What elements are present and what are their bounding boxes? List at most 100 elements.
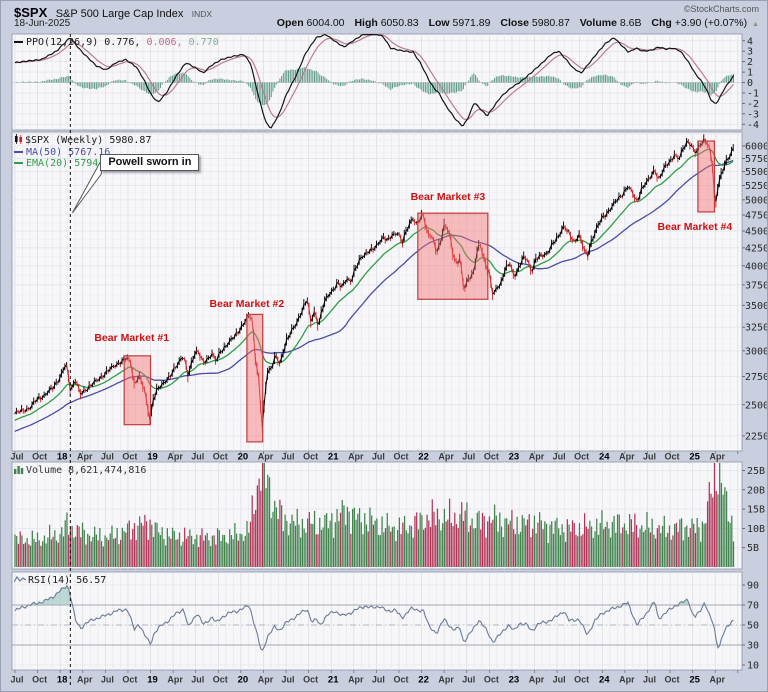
bear-market-box-2	[246, 313, 264, 443]
svg-text:21: 21	[328, 675, 339, 686]
ma50-line-icon	[14, 151, 23, 153]
symbol-line: $SPX S&P 500 Large Cap Index INDX	[14, 4, 212, 22]
svg-text:2250: 2250	[745, 431, 768, 442]
svg-text:Oct: Oct	[32, 452, 47, 462]
svg-text:5750: 5750	[745, 154, 768, 165]
open-label: Open	[276, 17, 304, 29]
svg-text:24: 24	[599, 452, 610, 463]
ema20-label: EMA(20)	[26, 158, 69, 169]
svg-text:2: 2	[747, 57, 753, 68]
svg-text:Apr: Apr	[167, 675, 183, 685]
bear-market-box-1	[123, 355, 152, 426]
svg-text:Jul: Jul	[10, 452, 23, 462]
svg-text:Apr: Apr	[77, 675, 93, 685]
price-last: 5980.87	[109, 135, 152, 146]
bear-market-box-4	[697, 140, 716, 213]
svg-text:Oct: Oct	[303, 452, 318, 462]
rsi-panel-value: 56.57	[76, 575, 107, 586]
x-axis-labels: Jul Oct 18 Apr Jul Oct 19 Apr Jul Oct 20 Apr Jul Oct 2…	[10, 451, 739, 686]
svg-text:70: 70	[747, 601, 759, 612]
svg-text:Jul: Jul	[282, 675, 295, 685]
svg-text:50: 50	[747, 621, 759, 632]
svg-text:25: 25	[689, 452, 700, 463]
price-candles	[14, 134, 734, 433]
rsi-line	[14, 584, 734, 651]
svg-text:6000: 6000	[745, 141, 768, 152]
svg-text:Apr: Apr	[258, 675, 274, 685]
ma50-value: 5767.16	[68, 147, 111, 158]
svg-text:30: 30	[747, 641, 759, 652]
svg-text:4750: 4750	[745, 211, 768, 222]
svg-text:Apr: Apr	[709, 452, 725, 462]
svg-text:Jul: Jul	[101, 452, 114, 462]
volume-value: 8.6B	[619, 17, 642, 29]
high-label: High	[354, 17, 378, 29]
svg-text:Jul: Jul	[372, 452, 385, 462]
svg-text:Apr: Apr	[167, 452, 183, 462]
price-symbol: $SPX (Weekly)	[25, 135, 104, 146]
svg-text:Apr: Apr	[77, 452, 93, 462]
svg-text:Jul: Jul	[191, 675, 204, 685]
svg-text:Jul: Jul	[101, 675, 114, 685]
svg-text:1: 1	[747, 68, 753, 79]
symbol: $SPX	[14, 5, 48, 20]
svg-text:Jul: Jul	[282, 452, 295, 462]
svg-text:Jul: Jul	[372, 675, 385, 685]
chart-date: 18-Jun-2025	[14, 18, 71, 29]
open-value: 6004.00	[306, 17, 345, 29]
svg-text:Apr: Apr	[258, 452, 274, 462]
copyright: ©StockCharts.com	[683, 4, 759, 14]
svg-text:5000: 5000	[745, 195, 768, 206]
svg-text:3000: 3000	[745, 346, 768, 357]
svg-text:19: 19	[147, 452, 158, 463]
volume-legend: Volume 8,621,474,816	[14, 465, 146, 477]
svg-text:Apr: Apr	[529, 675, 545, 685]
svg-text:Oct: Oct	[574, 452, 589, 462]
vol-panel	[11, 461, 743, 570]
svg-text:Apr: Apr	[709, 675, 725, 685]
rsi-legend: RSI(14) 56.57	[13, 575, 107, 587]
svg-text:23: 23	[509, 675, 520, 686]
svg-text:Oct: Oct	[213, 452, 228, 462]
svg-text:Apr: Apr	[619, 675, 635, 685]
bear-market-label-2: Bear Market #3	[410, 191, 486, 204]
candlestick-icon	[14, 134, 23, 147]
svg-text:10: 10	[747, 661, 759, 672]
volume-panel-label: Volume	[26, 465, 63, 476]
svg-text:Jul: Jul	[191, 452, 204, 462]
svg-text:90: 90	[747, 581, 759, 592]
svg-text:Oct: Oct	[122, 675, 137, 685]
ema20-line-icon	[14, 162, 23, 164]
svg-text:Apr: Apr	[348, 452, 364, 462]
svg-text:Apr: Apr	[348, 675, 364, 685]
svg-text:Jul: Jul	[10, 675, 23, 685]
ppo-line-icon	[14, 41, 23, 43]
low-value: 5971.89	[452, 17, 491, 29]
ma50-legend: MA(50) 5767.16	[14, 147, 151, 158]
volume-panel-value: 8,621,474,816	[68, 465, 147, 476]
svg-text:23: 23	[509, 452, 520, 463]
svg-text:-1: -1	[747, 88, 759, 99]
svg-text:-3: -3	[747, 109, 759, 120]
svg-text:4000: 4000	[745, 261, 768, 272]
bear-market-label-0: Bear Market #1	[94, 332, 170, 345]
rsi-squiggle-icon	[13, 575, 27, 587]
svg-text:22: 22	[418, 452, 429, 463]
svg-text:2500: 2500	[745, 400, 768, 411]
ppo-label: PPO(12,26,9)	[26, 37, 99, 48]
svg-text:Jul: Jul	[553, 675, 566, 685]
svg-text:Apr: Apr	[438, 452, 454, 462]
svg-text:21: 21	[328, 452, 339, 463]
svg-text:5250: 5250	[745, 181, 768, 192]
ema20-value: 5794.62	[74, 158, 117, 169]
rsi-panel-label: RSI(14)	[28, 575, 71, 586]
svg-text:19: 19	[147, 675, 158, 686]
price-legend: $SPX (Weekly) 5980.87 MA(50) 5767.16 EMA…	[14, 134, 151, 169]
svg-text:20: 20	[238, 452, 249, 463]
svg-text:-2: -2	[747, 99, 759, 110]
svg-text:Oct: Oct	[393, 675, 408, 685]
volume-bars	[14, 463, 735, 567]
svg-text:Jul: Jul	[462, 452, 475, 462]
svg-text:18: 18	[57, 675, 68, 686]
bear-market-box-3	[417, 212, 489, 300]
